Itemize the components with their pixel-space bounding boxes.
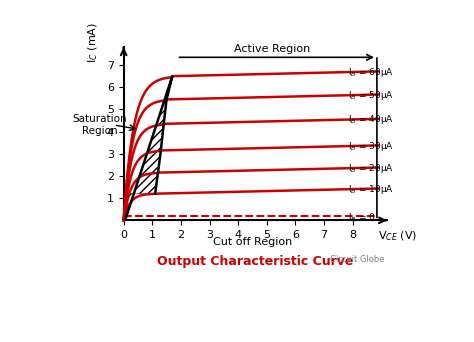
- Text: Active Region: Active Region: [234, 44, 310, 54]
- Text: I$_B$ = 10μA: I$_B$ = 10μA: [348, 183, 394, 196]
- Text: I$_B$ = 0: I$_B$ = 0: [348, 211, 376, 224]
- Text: Cut off Region: Cut off Region: [213, 237, 292, 247]
- X-axis label: V$_{CE}$ (V): V$_{CE}$ (V): [378, 229, 417, 242]
- Text: I$_B$ = 50μA: I$_B$ = 50μA: [348, 89, 394, 102]
- Text: Output Characteristic Curve: Output Characteristic Curve: [157, 255, 354, 268]
- Text: I$_B$ = 60μA: I$_B$ = 60μA: [348, 66, 394, 79]
- Y-axis label: I$_C$ (mA): I$_C$ (mA): [86, 22, 100, 63]
- Text: I$_B$ = 20μA: I$_B$ = 20μA: [348, 162, 394, 175]
- Text: Saturation
Region: Saturation Region: [72, 114, 127, 136]
- Text: I$_B$ = 30μA: I$_B$ = 30μA: [348, 140, 394, 153]
- Text: I$_B$ = 40μA: I$_B$ = 40μA: [348, 114, 394, 127]
- Text: Circuit Globe: Circuit Globe: [330, 255, 384, 264]
